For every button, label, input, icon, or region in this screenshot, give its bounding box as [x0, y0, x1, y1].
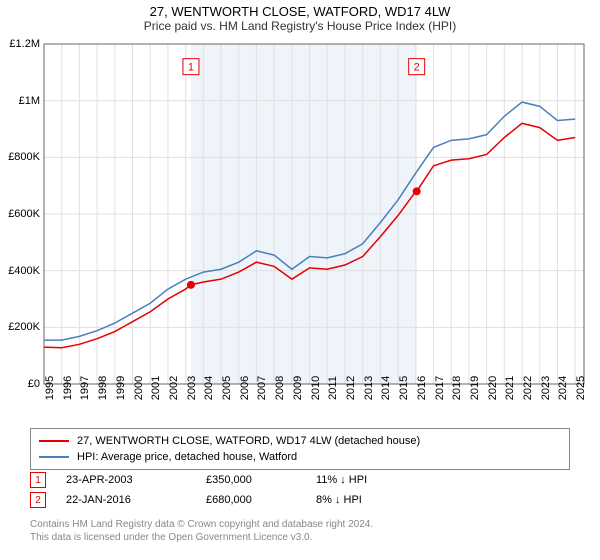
svg-text:2: 2 — [414, 62, 420, 74]
transaction-date: 23-APR-2003 — [66, 474, 206, 486]
x-axis-label: 1999 — [115, 376, 127, 400]
legend: 27, WENTWORTH CLOSE, WATFORD, WD17 4LW (… — [30, 428, 570, 470]
transaction-hpi: 8% ↓ HPI — [316, 494, 426, 506]
x-axis-label: 1998 — [97, 376, 109, 400]
legend-label: HPI: Average price, detached house, Watf… — [77, 451, 297, 463]
transaction-marker: 1 — [30, 472, 46, 488]
x-axis-label: 2011 — [327, 376, 339, 400]
y-axis-label: £1.2M — [9, 38, 40, 50]
x-axis-label: 2023 — [540, 376, 552, 400]
y-axis-label: £200K — [8, 321, 40, 333]
x-axis-label: 2020 — [487, 376, 499, 400]
x-axis-label: 2015 — [398, 376, 410, 400]
x-axis-label: 2000 — [133, 376, 145, 400]
x-axis-label: 2007 — [256, 376, 268, 400]
x-axis-label: 1995 — [44, 376, 56, 400]
legend-item: 27, WENTWORTH CLOSE, WATFORD, WD17 4LW (… — [39, 433, 561, 449]
x-axis-label: 2010 — [310, 376, 322, 400]
footer-attribution: Contains HM Land Registry data © Crown c… — [30, 518, 373, 544]
transaction-price: £350,000 — [206, 474, 316, 486]
x-axis-label: 2006 — [239, 376, 251, 400]
x-axis-label: 2019 — [469, 376, 481, 400]
x-axis-label: 2022 — [522, 376, 534, 400]
transactions-table: 1 23-APR-2003£350,00011% ↓ HPI 2 22-JAN-201… — [30, 470, 570, 510]
legend-swatch — [39, 456, 69, 458]
y-axis-label: £600K — [8, 208, 40, 220]
x-axis-label: 1996 — [62, 376, 74, 400]
y-axis-label: £0 — [28, 378, 40, 390]
x-axis-label: 2001 — [150, 376, 162, 400]
x-axis-label: 2024 — [557, 376, 569, 400]
x-axis-label: 2021 — [504, 376, 516, 400]
y-axis-label: £400K — [8, 265, 40, 277]
price-chart: 12 £0£200K£400K£600K£800K£1M£1.2M1995199… — [44, 44, 584, 384]
page-title: 27, WENTWORTH CLOSE, WATFORD, WD17 4LW — [0, 0, 600, 19]
transaction-price: £680,000 — [206, 494, 316, 506]
x-axis-label: 2002 — [168, 376, 180, 400]
x-axis-label: 2005 — [221, 376, 233, 400]
page-subtitle: Price paid vs. HM Land Registry's House … — [0, 19, 600, 37]
x-axis-label: 1997 — [79, 376, 91, 400]
transaction-hpi: 11% ↓ HPI — [316, 474, 426, 486]
footer-line2: This data is licensed under the Open Gov… — [30, 531, 373, 544]
transaction-marker: 2 — [30, 492, 46, 508]
transaction-row: 2 22-JAN-2016£680,0008% ↓ HPI — [30, 490, 570, 510]
x-axis-label: 2004 — [203, 376, 215, 400]
legend-item: HPI: Average price, detached house, Watf… — [39, 449, 561, 465]
x-axis-label: 2013 — [363, 376, 375, 400]
legend-swatch — [39, 440, 69, 442]
y-axis-label: £800K — [8, 151, 40, 163]
x-axis-label: 2003 — [186, 376, 198, 400]
transaction-row: 1 23-APR-2003£350,00011% ↓ HPI — [30, 470, 570, 490]
x-axis-label: 2008 — [274, 376, 286, 400]
x-axis-label: 2016 — [416, 376, 428, 400]
x-axis-label: 2014 — [380, 376, 392, 400]
footer-line1: Contains HM Land Registry data © Crown c… — [30, 518, 373, 531]
svg-text:1: 1 — [188, 62, 194, 74]
x-axis-label: 2012 — [345, 376, 357, 400]
legend-label: 27, WENTWORTH CLOSE, WATFORD, WD17 4LW (… — [77, 435, 420, 447]
y-axis-label: £1M — [19, 95, 40, 107]
x-axis-label: 2009 — [292, 376, 304, 400]
x-axis-label: 2025 — [575, 376, 587, 400]
x-axis-label: 2017 — [434, 376, 446, 400]
transaction-date: 22-JAN-2016 — [66, 494, 206, 506]
x-axis-label: 2018 — [451, 376, 463, 400]
